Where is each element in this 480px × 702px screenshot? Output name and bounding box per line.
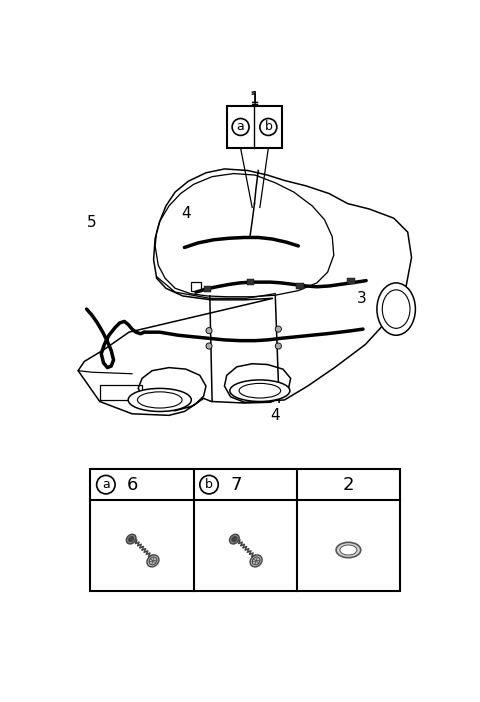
Text: 1: 1 [250, 91, 259, 105]
Ellipse shape [232, 536, 237, 542]
Bar [90, 469, 400, 591]
Bar [227, 106, 282, 148]
Text: 4: 4 [270, 408, 280, 423]
Bar [296, 283, 304, 289]
Text: 6: 6 [127, 476, 139, 494]
Bar [204, 286, 211, 292]
Ellipse shape [230, 380, 290, 402]
Ellipse shape [340, 545, 357, 555]
Bar [247, 279, 254, 285]
Circle shape [275, 326, 281, 332]
Text: 4: 4 [181, 206, 191, 221]
Text: 2: 2 [343, 476, 354, 494]
Ellipse shape [377, 283, 415, 336]
Ellipse shape [128, 388, 192, 411]
Circle shape [206, 328, 212, 333]
Text: 7: 7 [230, 476, 242, 494]
Circle shape [206, 343, 212, 349]
Text: b: b [264, 121, 272, 133]
Ellipse shape [336, 543, 361, 557]
Text: a: a [102, 478, 110, 491]
Bar [347, 278, 355, 284]
Ellipse shape [229, 534, 239, 544]
Text: 3: 3 [357, 291, 366, 306]
Ellipse shape [126, 534, 136, 544]
Ellipse shape [250, 555, 262, 567]
Text: 1: 1 [250, 93, 259, 108]
Text: b: b [205, 478, 213, 491]
Text: 5: 5 [87, 216, 97, 230]
Ellipse shape [147, 555, 159, 567]
Bar [100, 385, 142, 400]
Bar [191, 282, 201, 291]
Ellipse shape [129, 536, 134, 542]
Text: a: a [237, 121, 244, 133]
Circle shape [275, 343, 281, 349]
